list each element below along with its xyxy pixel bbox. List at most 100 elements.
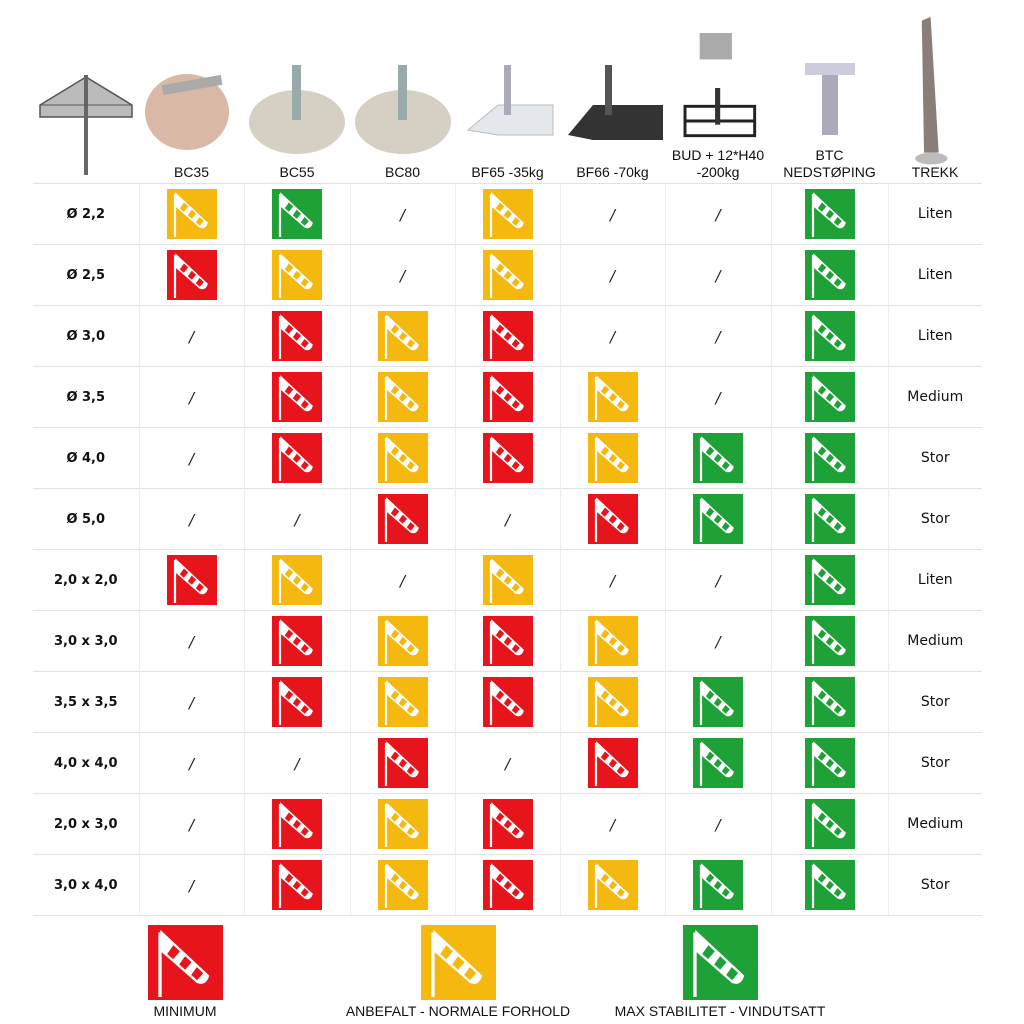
rating-cell: [559, 610, 665, 672]
not-applicable-mark: /: [399, 266, 406, 285]
not-applicable-cell: /: [138, 732, 244, 794]
trekk-size: Liten: [887, 244, 982, 306]
table-row: 4,0 x 4,0 / / / Stor: [33, 732, 982, 794]
column-label: TREKK: [911, 164, 959, 180]
windsock-red-icon: [272, 311, 322, 361]
rating-cell: [770, 427, 888, 489]
column-header: TREKK: [888, 0, 982, 184]
windsock-green-icon: [693, 860, 743, 910]
legend-max-label: MAX STABILITET - VINDUTSATT: [614, 1003, 826, 1019]
granite-round-base-image: [354, 65, 451, 154]
not-applicable-mark: /: [188, 449, 195, 468]
not-applicable-cell: /: [349, 183, 455, 245]
windsock-red-icon: [272, 860, 322, 910]
size-label: Ø 2,2: [33, 183, 139, 245]
size-label: Ø 4,0: [33, 427, 139, 489]
rating-cell: [770, 854, 888, 916]
trekk-size: Stor: [887, 427, 982, 489]
size-label: Ø 3,0: [33, 305, 139, 367]
column-label: BC80: [384, 164, 421, 180]
windsock-green-icon: [804, 250, 855, 300]
rating-cell: [770, 549, 888, 611]
not-applicable-mark: /: [399, 205, 406, 224]
table-row: Ø 2,5 / / / Liten: [33, 244, 982, 306]
size-label: 3,0 x 4,0: [33, 854, 139, 916]
legend-anbefalt: ANBEFALT - NORMALE FORHOLD: [318, 925, 598, 1019]
windsock-green-icon: [804, 433, 855, 483]
legend-max: MAX STABILITET - VINDUTSATT: [600, 925, 840, 1019]
rating-cell: [454, 610, 560, 672]
column-label: BF65 -35kg: [471, 164, 544, 180]
stability-table: BC35 BC55 BC80 BF65 -35kg BF66 -70kg BUD + 12…: [33, 0, 982, 916]
rating-cell: [243, 854, 350, 916]
not-applicable-cell: /: [138, 366, 244, 428]
column-header: BUD + 12*H40 -200kg: [665, 0, 771, 184]
not-applicable-mark: /: [294, 510, 300, 529]
windsock-yellow-icon: [166, 189, 217, 239]
not-applicable-cell: /: [243, 488, 350, 550]
cross-base-with-tiles-image: [683, 33, 757, 138]
windsock-green-icon: [693, 738, 743, 788]
table-row: Ø 3,5 / / Medium: [33, 366, 982, 428]
not-applicable-cell: /: [349, 244, 455, 306]
windsock-red-icon: [587, 494, 638, 544]
not-applicable-cell: /: [664, 610, 771, 672]
granite-round-base-image: [249, 65, 345, 154]
rating-cell: [243, 793, 350, 855]
not-applicable-mark: /: [715, 571, 721, 590]
not-applicable-mark: /: [504, 510, 511, 529]
column-header: BC55: [244, 0, 350, 184]
windsock-yellow-icon: [587, 372, 638, 422]
windsock-yellow-icon: [377, 616, 428, 666]
size-label: 2,0 x 2,0: [33, 549, 139, 611]
windsock-red-icon: [272, 372, 322, 422]
windsock-red-icon: [587, 738, 638, 788]
rating-cell: [664, 671, 771, 733]
not-applicable-mark: /: [188, 388, 195, 407]
not-applicable-cell: /: [664, 549, 771, 611]
windsock-green-icon: [804, 677, 855, 727]
windsock-red-icon: [482, 799, 533, 849]
rating-cell: [349, 854, 455, 916]
black-steel-plate-image: [567, 65, 663, 140]
windsock-red-icon: [482, 616, 533, 666]
windsock-red-icon: [147, 925, 223, 1000]
column-label: BC55: [279, 164, 315, 180]
windsock-green-icon: [693, 494, 743, 544]
not-applicable-cell: /: [138, 671, 244, 733]
not-applicable-mark: /: [188, 327, 195, 346]
table-row: 3,0 x 3,0 / / Medium: [33, 610, 982, 672]
table-row: 3,5 x 3,5 /: [33, 671, 982, 733]
rating-cell: [559, 732, 665, 794]
windsock-green-icon: [804, 372, 855, 422]
not-applicable-mark: /: [504, 754, 511, 773]
size-label: Ø 2,5: [33, 244, 139, 306]
size-label: Ø 3,5: [33, 366, 139, 428]
trekk-size: Stor: [887, 671, 982, 733]
windsock-yellow-icon: [377, 860, 428, 910]
not-applicable-mark: /: [609, 571, 616, 590]
windsock-yellow-icon: [482, 250, 533, 300]
rating-cell: [243, 427, 350, 489]
not-applicable-cell: /: [664, 305, 771, 367]
table-row: Ø 2,2 / / / Liten: [33, 183, 982, 245]
rating-cell: [138, 244, 244, 306]
rating-cell: [243, 366, 350, 428]
trekk-size: Medium: [887, 610, 982, 672]
windsock-yellow-icon: [587, 677, 638, 727]
rating-cell: [770, 305, 888, 367]
trekk-size: Stor: [887, 488, 982, 550]
umbrella-icon: [39, 75, 133, 175]
rating-cell: [664, 854, 771, 916]
rating-cell: [454, 793, 560, 855]
windsock-red-icon: [482, 433, 533, 483]
column-header: BF65 -35kg: [455, 0, 560, 184]
rating-cell: [243, 549, 350, 611]
column-label: BF66 -70kg: [576, 164, 649, 180]
not-applicable-cell: /: [559, 183, 665, 245]
ground-anchor-image: [804, 63, 855, 135]
windsock-green-icon: [804, 799, 855, 849]
not-applicable-mark: /: [188, 510, 195, 529]
trekk-size: Stor: [887, 854, 982, 916]
rating-cell: [770, 610, 888, 672]
